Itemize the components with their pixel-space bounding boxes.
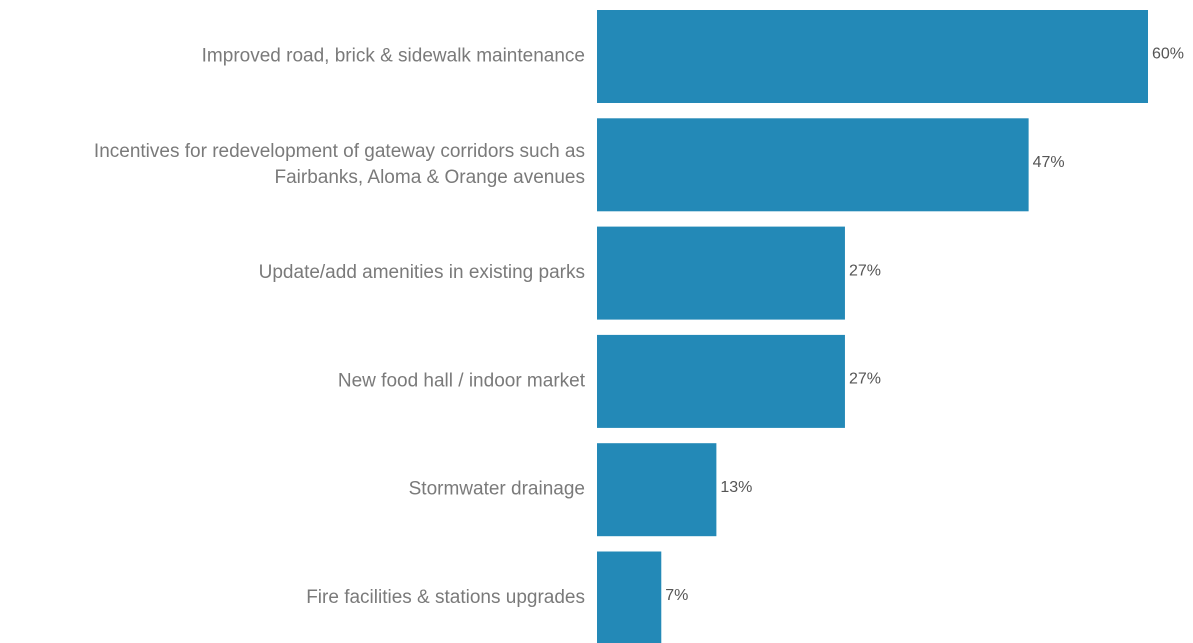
value-label-5: 7% (665, 587, 688, 604)
category-label-0-line-0: Improved road, brick & sidewalk maintena… (202, 46, 585, 67)
category-label-0: Improved road, brick & sidewalk maintena… (202, 46, 585, 67)
bars-group (597, 10, 1148, 643)
value-label-4: 13% (720, 479, 752, 496)
value-label-3: 27% (849, 371, 881, 388)
category-label-3: New food hall / indoor market (338, 370, 586, 391)
bar-4 (597, 443, 717, 537)
category-label-1: Incentives for redevelopment of gateway … (94, 141, 585, 188)
bar-5 (597, 551, 662, 643)
category-label-3-line-0: New food hall / indoor market (338, 370, 586, 391)
category-label-5: Fire facilities & stations upgrades (306, 587, 585, 608)
bar-1 (597, 118, 1029, 212)
category-label-4-line-0: Stormwater drainage (409, 479, 585, 500)
value-label-1: 47% (1033, 154, 1065, 171)
category-label-5-line-0: Fire facilities & stations upgrades (306, 587, 585, 608)
category-label-1-line-1: Fairbanks, Aloma & Orange avenues (274, 167, 585, 188)
category-label-2-line-0: Update/add amenities in existing parks (259, 262, 585, 283)
value-label-2: 27% (849, 262, 881, 279)
category-labels-group: Improved road, brick & sidewalk maintena… (94, 46, 586, 609)
category-label-4: Stormwater drainage (409, 479, 585, 500)
category-label-1-line-0: Incentives for redevelopment of gateway … (94, 141, 585, 162)
bar-3 (597, 334, 845, 428)
value-label-0: 60% (1152, 46, 1184, 63)
bar-2 (597, 226, 845, 320)
value-labels-group: 60% 47% 27% 27% 13% 7% (665, 46, 1184, 605)
category-label-2: Update/add amenities in existing parks (259, 262, 585, 283)
bar-0 (597, 10, 1148, 103)
